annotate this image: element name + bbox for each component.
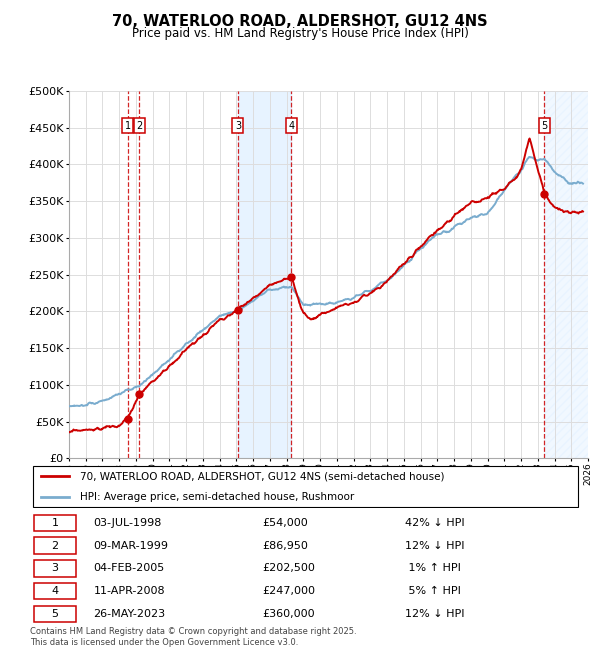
Text: 3: 3	[235, 121, 241, 131]
Text: HPI: Average price, semi-detached house, Rushmoor: HPI: Average price, semi-detached house,…	[80, 492, 354, 502]
FancyBboxPatch shape	[33, 466, 578, 506]
FancyBboxPatch shape	[34, 583, 76, 599]
Text: 2: 2	[52, 541, 59, 551]
Text: 1: 1	[52, 518, 59, 528]
FancyBboxPatch shape	[34, 538, 76, 554]
Text: 70, WATERLOO ROAD, ALDERSHOT, GU12 4NS: 70, WATERLOO ROAD, ALDERSHOT, GU12 4NS	[112, 14, 488, 29]
Bar	[238, 91, 292, 458]
Text: Contains HM Land Registry data © Crown copyright and database right 2025.
This d: Contains HM Land Registry data © Crown c…	[30, 627, 356, 647]
Text: 1: 1	[125, 121, 131, 131]
Text: 03-JUL-1998: 03-JUL-1998	[94, 518, 162, 528]
FancyBboxPatch shape	[34, 515, 76, 531]
Bar	[544, 91, 588, 458]
Text: 4: 4	[52, 586, 59, 596]
Text: £202,500: £202,500	[262, 564, 315, 573]
Text: 12% ↓ HPI: 12% ↓ HPI	[406, 609, 465, 619]
Text: £86,950: £86,950	[262, 541, 308, 551]
Text: 04-FEB-2005: 04-FEB-2005	[94, 564, 165, 573]
Text: 11-APR-2008: 11-APR-2008	[94, 586, 165, 596]
Text: 42% ↓ HPI: 42% ↓ HPI	[406, 518, 465, 528]
Text: 2: 2	[136, 121, 142, 131]
Text: 12% ↓ HPI: 12% ↓ HPI	[406, 541, 465, 551]
Text: 70, WATERLOO ROAD, ALDERSHOT, GU12 4NS (semi-detached house): 70, WATERLOO ROAD, ALDERSHOT, GU12 4NS (…	[80, 471, 444, 482]
Text: £54,000: £54,000	[262, 518, 308, 528]
FancyBboxPatch shape	[34, 606, 76, 622]
Text: £247,000: £247,000	[262, 586, 315, 596]
FancyBboxPatch shape	[34, 560, 76, 577]
Text: 4: 4	[288, 121, 295, 131]
Text: 1% ↑ HPI: 1% ↑ HPI	[406, 564, 461, 573]
Text: 3: 3	[52, 564, 59, 573]
Text: 5: 5	[541, 121, 548, 131]
Text: 09-MAR-1999: 09-MAR-1999	[94, 541, 169, 551]
Text: Price paid vs. HM Land Registry's House Price Index (HPI): Price paid vs. HM Land Registry's House …	[131, 27, 469, 40]
Text: £360,000: £360,000	[262, 609, 314, 619]
Text: 26-MAY-2023: 26-MAY-2023	[94, 609, 166, 619]
Text: 5% ↑ HPI: 5% ↑ HPI	[406, 586, 461, 596]
Text: 5: 5	[52, 609, 59, 619]
